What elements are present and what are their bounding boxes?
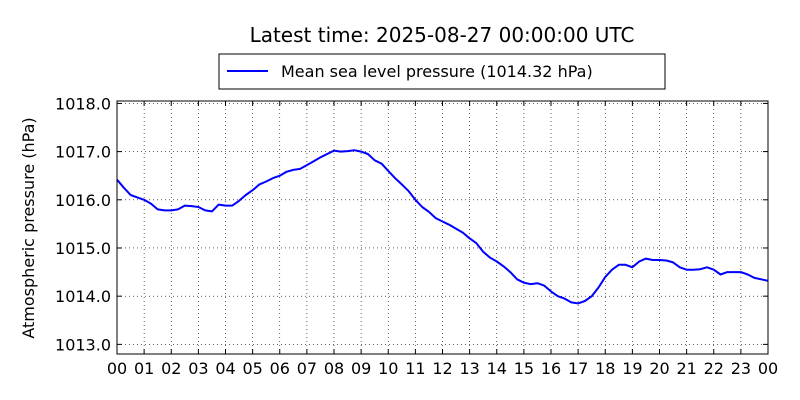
y-tick-label: 1014.0 xyxy=(55,287,111,306)
x-tick-label: 15 xyxy=(514,359,534,378)
grid xyxy=(117,101,768,354)
y-tick-label: 1017.0 xyxy=(55,143,111,162)
x-tick-label: 21 xyxy=(676,359,696,378)
x-tick-label: 22 xyxy=(704,359,724,378)
x-tick-label: 11 xyxy=(405,359,425,378)
x-tick-label: 09 xyxy=(351,359,371,378)
series-layer xyxy=(116,149,769,305)
y-tick-label: 1015.0 xyxy=(55,239,111,258)
pressure-series-line xyxy=(116,149,769,305)
legend-box xyxy=(218,53,666,90)
x-tick-label: 10 xyxy=(378,359,398,378)
y-tick-label: 1016.0 xyxy=(55,191,111,210)
y-tick-label: 1013.0 xyxy=(55,335,111,354)
x-tick-label: 12 xyxy=(432,359,452,378)
x-tick-label: 06 xyxy=(270,359,290,378)
x-tick-label: 16 xyxy=(541,359,561,378)
x-tick-label: 23 xyxy=(731,359,751,378)
x-tick-label: 18 xyxy=(595,359,615,378)
x-tick-label: 00 xyxy=(107,359,127,378)
legend: Mean sea level pressure (1014.32 hPa) xyxy=(218,53,666,90)
y-tick-label: 1018.0 xyxy=(55,94,111,113)
plot-frame xyxy=(116,100,769,355)
y-axis-label: Atmospheric pressure (hPa) xyxy=(19,117,38,338)
chart-title: Latest time: 2025-08-27 00:00:00 UTC xyxy=(250,23,635,47)
x-tick-label: 05 xyxy=(242,359,262,378)
x-tick-label: 03 xyxy=(188,359,208,378)
x-tick-label: 00 xyxy=(758,359,778,378)
x-tick-label: 01 xyxy=(134,359,154,378)
x-tick-label: 19 xyxy=(622,359,642,378)
x-tick-label: 14 xyxy=(487,359,507,378)
x-tick-label: 08 xyxy=(324,359,344,378)
y-axis: 1013.0 1014.0 1015.0 1016.0 1017.0 1018.0 xyxy=(55,94,768,354)
x-tick-label: 20 xyxy=(649,359,669,378)
x-tick-label: 07 xyxy=(297,359,317,378)
x-tick-label: 17 xyxy=(568,359,588,378)
legend-label: Mean sea level pressure (1014.32 hPa) xyxy=(281,62,593,81)
x-axis: 00 01 02 03 04 05 06 07 08 09 10 11 12 13 14 15 16 17 18 19… xyxy=(107,101,778,378)
x-tick-label: 13 xyxy=(459,359,479,378)
x-tick-label: 04 xyxy=(215,359,235,378)
x-tick-label: 02 xyxy=(161,359,181,378)
